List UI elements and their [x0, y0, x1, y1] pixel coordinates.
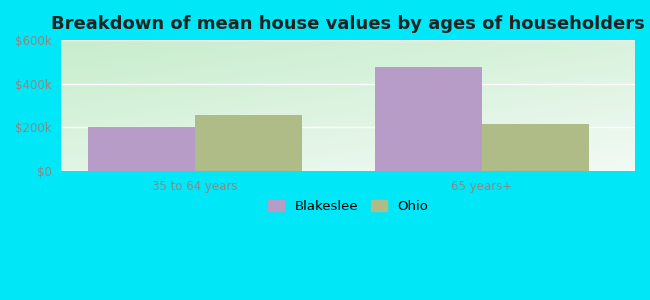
Title: Breakdown of mean house values by ages of householders: Breakdown of mean house values by ages o… [51, 15, 645, 33]
Bar [195, 115, 302, 171]
Bar [375, 67, 482, 171]
Legend: Blakeslee, Ohio: Blakeslee, Ohio [263, 195, 434, 219]
Bar [88, 127, 195, 171]
Bar [482, 124, 589, 171]
